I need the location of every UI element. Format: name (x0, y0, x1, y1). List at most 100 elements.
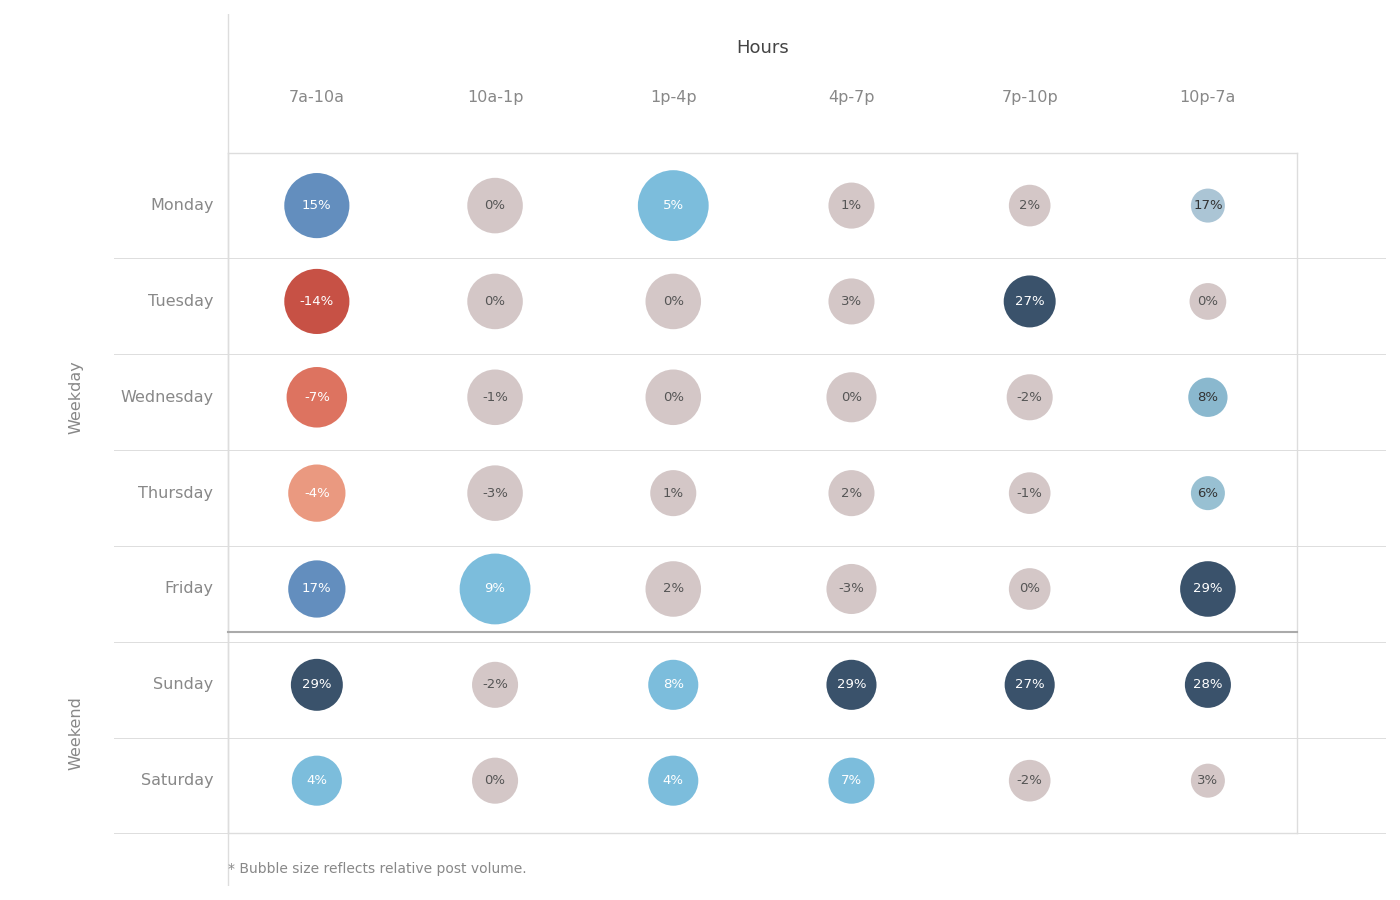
Text: Wednesday: Wednesday (120, 390, 213, 405)
Point (1018, 294, 1040, 309)
Text: -1%: -1% (1016, 487, 1043, 500)
Text: -2%: -2% (1016, 391, 1043, 404)
Text: Tuesday: Tuesday (148, 294, 213, 309)
Text: 0%: 0% (1019, 582, 1040, 596)
Text: 1%: 1% (662, 487, 683, 500)
Text: 29%: 29% (302, 679, 332, 691)
Text: -1%: -1% (482, 391, 508, 404)
Point (662, 486, 685, 500)
Point (305, 390, 328, 404)
Text: 17%: 17% (1193, 199, 1222, 212)
Text: 28%: 28% (1193, 679, 1222, 691)
Text: 7%: 7% (841, 774, 862, 788)
Point (840, 390, 862, 404)
Point (305, 486, 328, 500)
Point (484, 390, 507, 404)
Point (1018, 390, 1040, 404)
Point (305, 581, 328, 596)
Text: 1%: 1% (841, 199, 862, 212)
Point (840, 486, 862, 500)
Point (1018, 198, 1040, 212)
Text: 0%: 0% (484, 774, 505, 788)
Point (1197, 678, 1219, 692)
Point (484, 198, 507, 212)
Point (1197, 581, 1219, 596)
Text: 6%: 6% (1197, 487, 1218, 500)
Point (1197, 773, 1219, 788)
Text: 1p-4p: 1p-4p (650, 90, 697, 105)
Point (1018, 486, 1040, 500)
Point (662, 581, 685, 596)
Point (1018, 581, 1040, 596)
Text: 3%: 3% (1197, 774, 1218, 788)
Text: * Bubble size reflects relative post volume.: * Bubble size reflects relative post vol… (228, 862, 526, 876)
Text: 4p-7p: 4p-7p (829, 90, 875, 105)
Text: 15%: 15% (302, 199, 332, 212)
Text: -2%: -2% (482, 679, 508, 691)
Text: 2%: 2% (662, 582, 683, 596)
Point (1018, 773, 1040, 788)
Text: 2%: 2% (841, 487, 862, 500)
Text: 0%: 0% (1197, 295, 1218, 308)
Text: -4%: -4% (304, 487, 330, 500)
Text: Monday: Monday (150, 198, 213, 213)
Text: -3%: -3% (839, 582, 864, 596)
Text: 8%: 8% (1197, 391, 1218, 404)
Point (1018, 678, 1040, 692)
Point (662, 773, 685, 788)
Text: 10p-7a: 10p-7a (1180, 90, 1236, 105)
Text: -14%: -14% (300, 295, 335, 308)
Point (484, 486, 507, 500)
Text: 4%: 4% (662, 774, 683, 788)
Text: Weekend: Weekend (69, 696, 84, 770)
Text: Saturday: Saturday (141, 773, 213, 788)
Text: Hours: Hours (736, 39, 788, 57)
Text: 7a-10a: 7a-10a (288, 90, 344, 105)
Text: 29%: 29% (1193, 582, 1222, 596)
Point (484, 294, 507, 309)
Point (305, 198, 328, 212)
Text: 5%: 5% (662, 199, 683, 212)
Point (484, 773, 507, 788)
Text: Weekday: Weekday (69, 360, 84, 434)
Text: 3%: 3% (841, 295, 862, 308)
Text: 0%: 0% (662, 295, 683, 308)
Point (1197, 390, 1219, 404)
Text: 7p-10p: 7p-10p (1001, 90, 1058, 105)
Point (662, 390, 685, 404)
Text: 8%: 8% (662, 679, 683, 691)
Point (840, 678, 862, 692)
Point (1197, 486, 1219, 500)
Text: 29%: 29% (837, 679, 867, 691)
Point (1197, 294, 1219, 309)
Text: 2%: 2% (1019, 199, 1040, 212)
Text: 0%: 0% (841, 391, 862, 404)
Point (662, 294, 685, 309)
Point (484, 678, 507, 692)
Text: 0%: 0% (484, 199, 505, 212)
Text: Thursday: Thursday (139, 486, 213, 500)
Text: 10a-1p: 10a-1p (466, 90, 524, 105)
Point (1197, 198, 1219, 212)
Point (305, 678, 328, 692)
Point (840, 294, 862, 309)
Text: 27%: 27% (1015, 679, 1044, 691)
Text: -3%: -3% (482, 487, 508, 500)
Text: 0%: 0% (662, 391, 683, 404)
Point (840, 198, 862, 212)
Point (305, 294, 328, 309)
Point (840, 581, 862, 596)
Text: 17%: 17% (302, 582, 332, 596)
Point (840, 773, 862, 788)
Point (662, 198, 685, 212)
Text: -7%: -7% (304, 391, 330, 404)
Text: 4%: 4% (307, 774, 328, 788)
Text: 0%: 0% (484, 295, 505, 308)
Point (305, 773, 328, 788)
Text: -2%: -2% (1016, 774, 1043, 788)
Text: 27%: 27% (1015, 295, 1044, 308)
Point (484, 581, 507, 596)
Text: Friday: Friday (164, 581, 213, 597)
Point (662, 678, 685, 692)
Text: 9%: 9% (484, 582, 505, 596)
